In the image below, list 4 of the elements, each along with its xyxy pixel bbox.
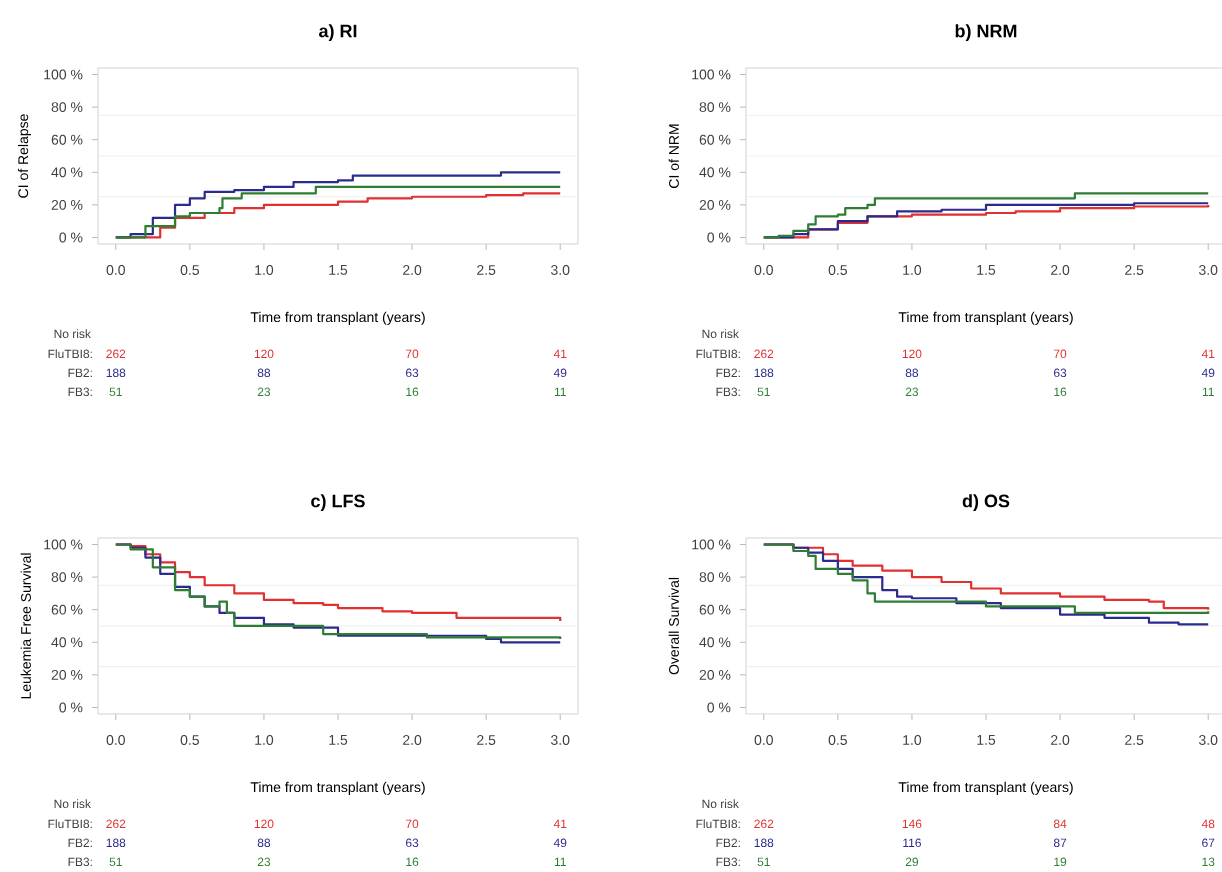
chart-title: a) RI bbox=[319, 24, 357, 41]
chart-title: d) OS bbox=[962, 494, 1010, 511]
chart-title: b) NRM bbox=[955, 24, 1017, 41]
chart-title: c) LFS bbox=[311, 494, 365, 511]
